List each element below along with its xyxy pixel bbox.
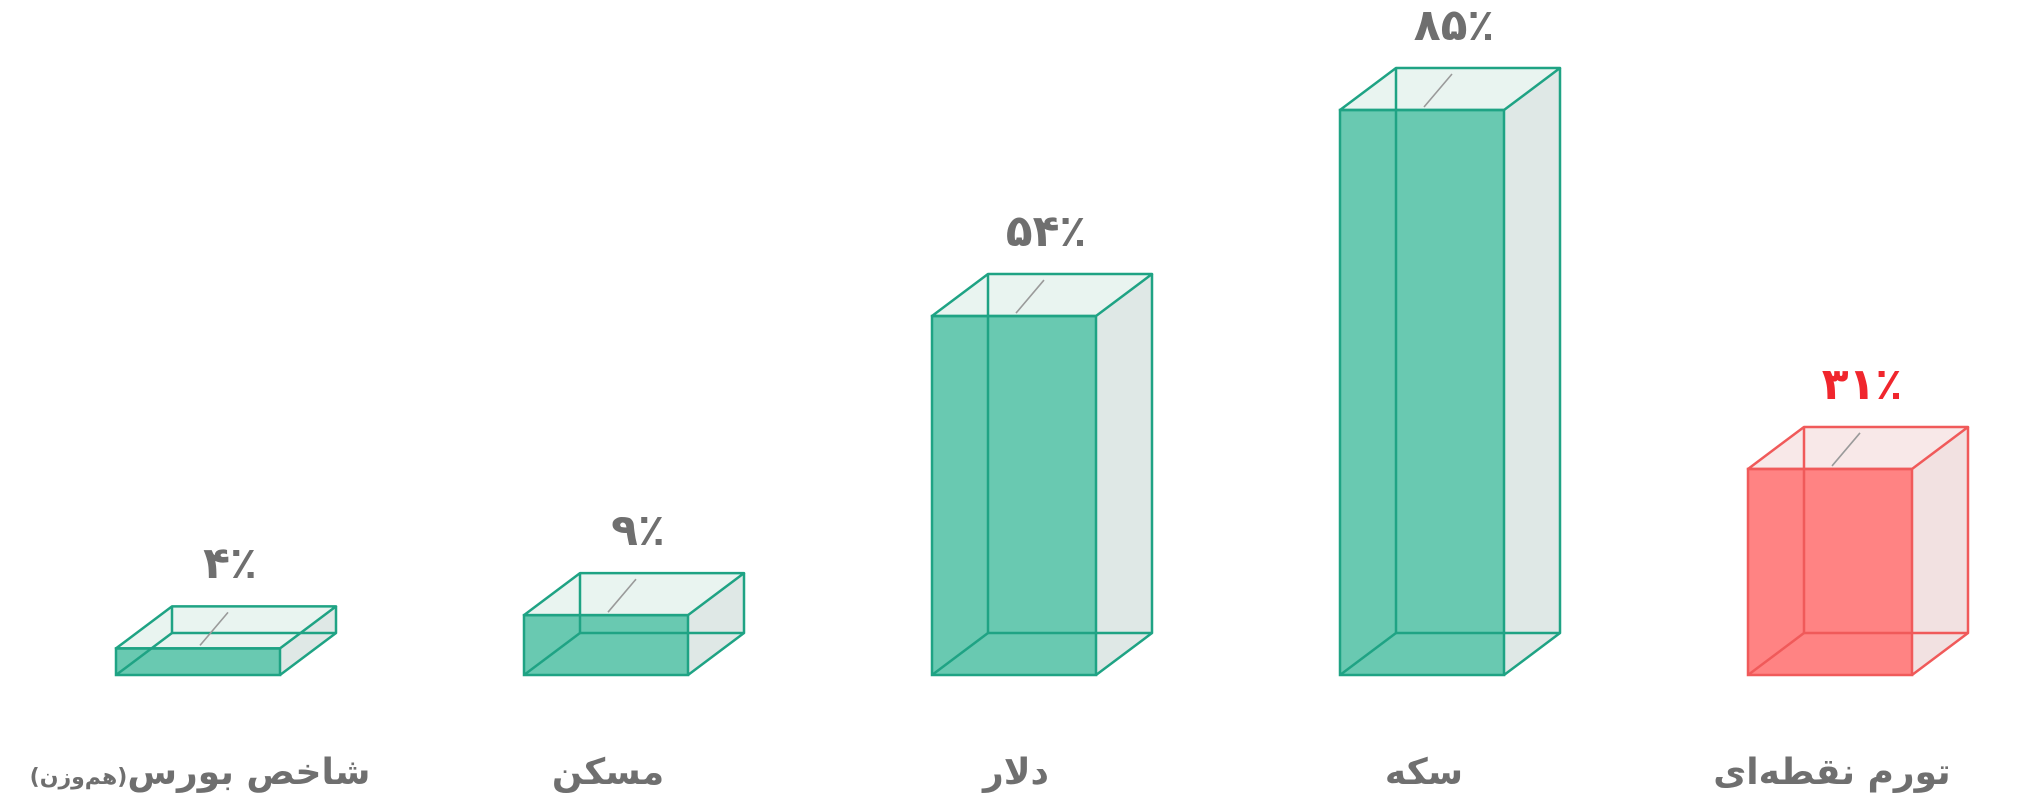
tick-label-text: دلار (982, 752, 1050, 793)
bar (524, 615, 688, 675)
tick-label-text: شاخص بورس (127, 752, 371, 793)
bar-edge (1747, 632, 1805, 676)
bar-side-face (1504, 68, 1560, 675)
bar-side-face (688, 573, 744, 675)
bar-inner-line (199, 611, 229, 646)
tick-label-suffix: (هم‌وزن) (29, 765, 128, 790)
tick-label: شاخص بورس(هم‌وزن) (30, 752, 371, 793)
bar (932, 316, 1096, 675)
bar-side-outline (1095, 274, 1154, 676)
bar-side-face (280, 606, 336, 675)
tick-label-text: سکه (1384, 752, 1464, 793)
bar-inner-line (607, 578, 637, 613)
bar-edge (115, 632, 173, 676)
tick-label: مسکن (552, 752, 664, 793)
data-label: ۵۴٪ (1005, 206, 1087, 258)
bar-inner-line (1423, 73, 1453, 108)
bar-side-face (1096, 274, 1152, 675)
bar-inner-line (1015, 279, 1045, 314)
data-label: ۹٪ (611, 505, 665, 557)
bar-side-outline (279, 606, 338, 676)
tick-label-text: مسکن (551, 752, 665, 793)
bar-edge (1339, 632, 1397, 676)
data-label: ۸۵٪ (1413, 0, 1495, 51)
tick-label-text: تورم نقطه‌ای (1713, 752, 1951, 793)
tick-label: سکه (1385, 752, 1463, 793)
bar-side-outline (1911, 426, 1970, 676)
bar-side-face (1912, 426, 1968, 675)
bar (1748, 468, 1912, 675)
bar-edge (523, 632, 581, 676)
bar (116, 648, 280, 675)
data-label: ۳۱٪ (1821, 358, 1903, 410)
bar (1340, 110, 1504, 675)
tick-label: دلار (983, 752, 1049, 793)
tick-label: تورم نقطه‌ای (1713, 752, 1950, 793)
bar-side-outline (1503, 68, 1562, 676)
data-label: ۴٪ (203, 538, 257, 590)
bar-inner-line (1831, 432, 1861, 467)
bar-side-outline (687, 573, 746, 676)
bar-edge (931, 632, 989, 676)
